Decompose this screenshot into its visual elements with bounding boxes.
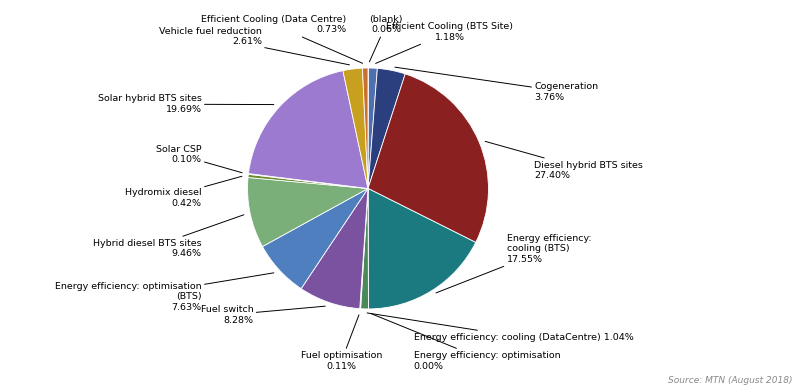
Wedge shape <box>249 71 368 189</box>
Wedge shape <box>368 189 476 309</box>
Text: Draft FY18 Data –
to be updated: Draft FY18 Data – to be updated <box>6 33 110 56</box>
Wedge shape <box>248 173 368 189</box>
Text: Fuel optimisation
0.11%: Fuel optimisation 0.11% <box>301 315 382 370</box>
Wedge shape <box>368 68 406 189</box>
Wedge shape <box>343 68 368 189</box>
Wedge shape <box>362 68 368 189</box>
Text: Vehicle fuel reduction
2.61%: Vehicle fuel reduction 2.61% <box>159 27 350 65</box>
Text: Cogeneration
3.76%: Cogeneration 3.76% <box>395 67 598 102</box>
Text: Energy efficiency:
cooling (BTS)
17.55%: Energy efficiency: cooling (BTS) 17.55% <box>436 234 591 293</box>
Wedge shape <box>360 189 368 309</box>
Text: Efficient Cooling (BTS Site)
1.18%: Efficient Cooling (BTS Site) 1.18% <box>376 22 514 63</box>
Text: (blank)
0.06%: (blank) 0.06% <box>370 15 403 62</box>
Wedge shape <box>368 68 378 189</box>
Wedge shape <box>247 177 368 247</box>
Wedge shape <box>262 189 368 289</box>
Text: Fuel switch
8.28%: Fuel switch 8.28% <box>201 305 325 325</box>
Wedge shape <box>361 189 369 309</box>
Wedge shape <box>248 174 368 189</box>
Text: Energy efficiency: optimisation
0.00%: Energy efficiency: optimisation 0.00% <box>371 314 561 370</box>
Text: Solar CSP
0.10%: Solar CSP 0.10% <box>156 145 242 173</box>
Text: Solar hybrid BTS sites
19.69%: Solar hybrid BTS sites 19.69% <box>98 95 274 114</box>
Text: Energy efficiency: optimisation
(BTS)
7.63%: Energy efficiency: optimisation (BTS) 7.… <box>55 273 274 312</box>
Text: Hybrid diesel BTS sites
9.46%: Hybrid diesel BTS sites 9.46% <box>93 215 244 258</box>
Wedge shape <box>301 189 368 308</box>
Text: Energy efficiency: cooling (DataCentre) 1.04%: Energy efficiency: cooling (DataCentre) … <box>367 313 634 342</box>
Text: Efficient Cooling (Data Centre)
0.73%: Efficient Cooling (Data Centre) 0.73% <box>201 15 362 63</box>
Text: Source: MTN (August 2018): Source: MTN (August 2018) <box>667 376 792 385</box>
Wedge shape <box>368 74 489 242</box>
Text: Diesel hybrid BTS sites
27.40%: Diesel hybrid BTS sites 27.40% <box>485 141 643 180</box>
Text: Hydromix diesel
0.42%: Hydromix diesel 0.42% <box>125 176 242 208</box>
